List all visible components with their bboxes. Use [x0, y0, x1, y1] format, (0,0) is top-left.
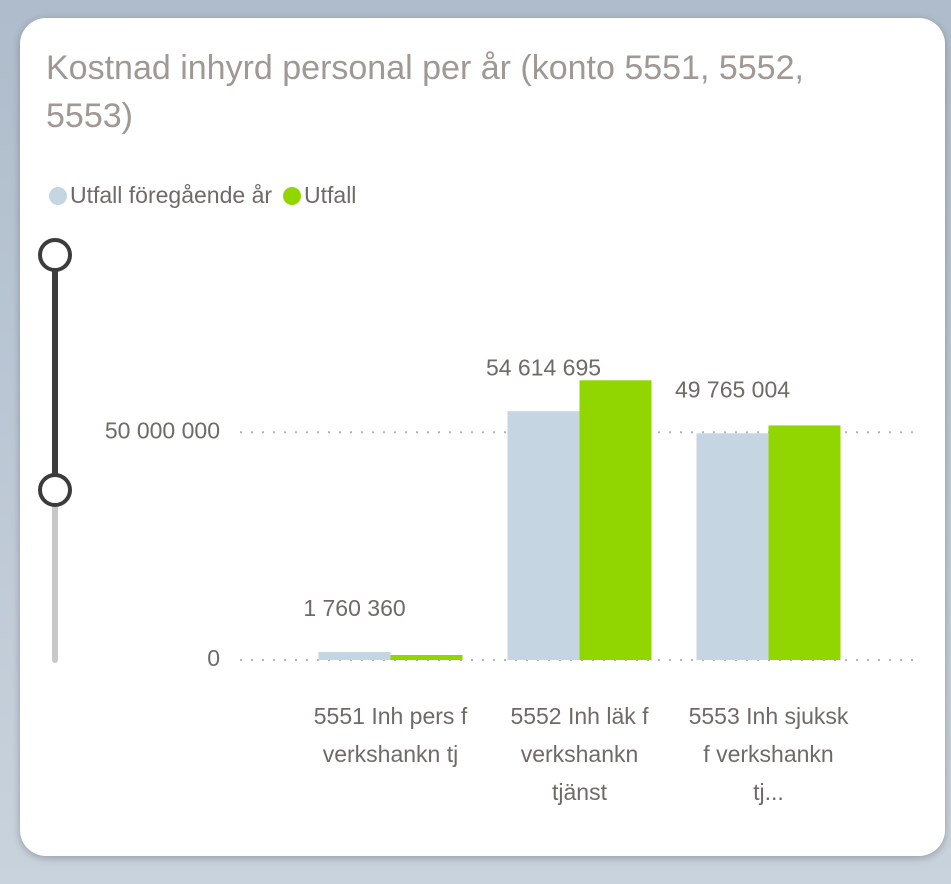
x-tick-label: 5553 Inh sjuksk f verkshankn tj... — [689, 703, 849, 805]
x-tick-line: 5551 Inh pers f — [314, 703, 468, 729]
legend-label: Utfall — [304, 182, 356, 208]
bar — [390, 654, 463, 660]
bar — [579, 380, 652, 660]
legend-label: Utfall föregående år — [70, 182, 272, 208]
bar — [696, 433, 769, 660]
x-tick-line: verkshankn tj — [323, 741, 459, 767]
legend-swatch — [283, 187, 302, 205]
x-tick-line: f verkshankn — [703, 741, 833, 767]
y-tick-label: 50 000 000 — [105, 417, 220, 443]
bar — [318, 651, 391, 660]
x-tick-line: verkshankn — [521, 741, 639, 767]
y-tick-label: 0 — [207, 645, 220, 671]
data-label: 1 760 360 — [303, 595, 405, 621]
slider-handle[interactable] — [38, 238, 72, 272]
bar — [507, 411, 580, 660]
x-tick-label: 5552 Inh läk f verkshankn tjänst — [510, 703, 649, 805]
x-tick-line: tjänst — [552, 779, 608, 805]
x-tick-line: 5553 Inh sjuksk — [689, 703, 849, 729]
legend-swatch — [49, 187, 67, 205]
slider-handle[interactable] — [38, 473, 72, 507]
bar — [768, 425, 841, 660]
chart-title: Kostnad inhyrd personal per år (konto 55… — [46, 49, 804, 135]
data-label: 54 614 695 — [486, 354, 601, 380]
x-tick-label: 5551 Inh pers f verkshankn tj — [314, 703, 468, 767]
x-tick-line: 5552 Inh läk f — [510, 703, 649, 729]
data-label: 49 765 004 — [675, 376, 790, 402]
x-tick-line: tj... — [753, 779, 784, 805]
